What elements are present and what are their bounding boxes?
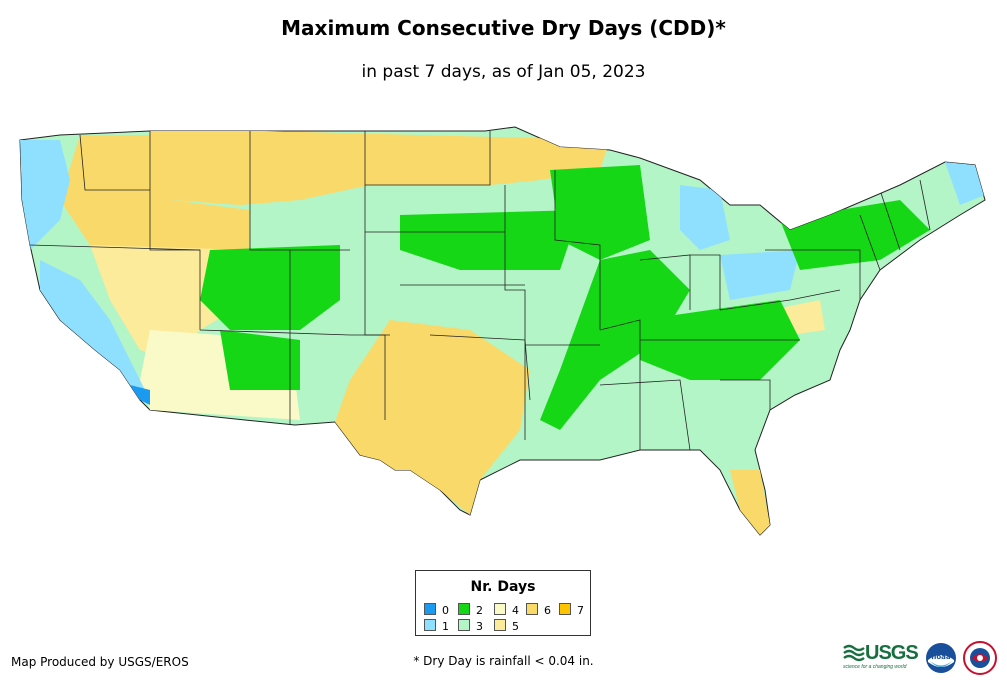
svg-text:noaa: noaa xyxy=(931,653,951,661)
region-florida xyxy=(730,470,770,535)
usgs-wave-icon xyxy=(843,644,865,662)
region-upper-midwest xyxy=(550,165,650,260)
region-central-plains xyxy=(400,210,580,270)
region-mississippi-valley xyxy=(540,250,690,430)
region-ohio xyxy=(720,250,800,300)
legend-item-0: 0 xyxy=(424,603,449,617)
footnote: * Dry Day is rainfall < 0.04 in. xyxy=(413,654,594,668)
noaa-logo: noaa xyxy=(926,643,956,673)
cdd-map xyxy=(19,126,986,536)
legend-item-7: 7 xyxy=(559,603,584,617)
region-arizona xyxy=(220,330,300,390)
map-credit: Map Produced by USGS/EROS xyxy=(11,655,189,669)
legend-swatch-1 xyxy=(424,619,436,631)
legend-swatch-5 xyxy=(494,619,506,631)
legend-item-5: 5 xyxy=(494,619,519,633)
legend: Nr. Days 0 1 2 3 4 5 6 7 xyxy=(415,570,591,636)
legend-swatch-2 xyxy=(458,603,470,615)
region-pacific-northwest-dry xyxy=(60,135,250,250)
region-northern-plains xyxy=(150,128,610,205)
legend-item-6: 6 xyxy=(526,603,551,617)
region-rockies xyxy=(200,245,340,330)
legend-swatch-3 xyxy=(458,619,470,631)
nws-logo xyxy=(963,641,997,675)
map-subtitle: in past 7 days, as of Jan 05, 2023 xyxy=(361,62,646,82)
map-title: Maximum Consecutive Dry Days (CDD)* xyxy=(281,16,726,40)
legend-item-2: 2 xyxy=(458,603,483,617)
region-pacific-northwest-wet xyxy=(20,140,70,250)
legend-swatch-0 xyxy=(424,603,436,615)
region-california-coast xyxy=(40,260,150,400)
legend-swatch-4 xyxy=(494,603,506,615)
region-southern-california xyxy=(130,385,150,405)
usgs-tagline: science for a changing world xyxy=(843,664,907,670)
usgs-logo-text: USGS xyxy=(865,642,919,664)
state-boundaries xyxy=(29,130,931,451)
legend-title: Nr. Days xyxy=(470,579,536,595)
region-michigan xyxy=(680,185,730,250)
region-northeast xyxy=(780,200,930,270)
usgs-logo: USGS science for a changing world xyxy=(843,642,919,672)
legend-swatch-6 xyxy=(526,603,538,615)
legend-item-4: 4 xyxy=(494,603,519,617)
region-maine-dry xyxy=(945,162,985,205)
region-texas xyxy=(335,320,530,515)
legend-item-1: 1 xyxy=(424,619,449,633)
legend-swatch-7 xyxy=(559,603,571,615)
legend-item-3: 3 xyxy=(458,619,483,633)
